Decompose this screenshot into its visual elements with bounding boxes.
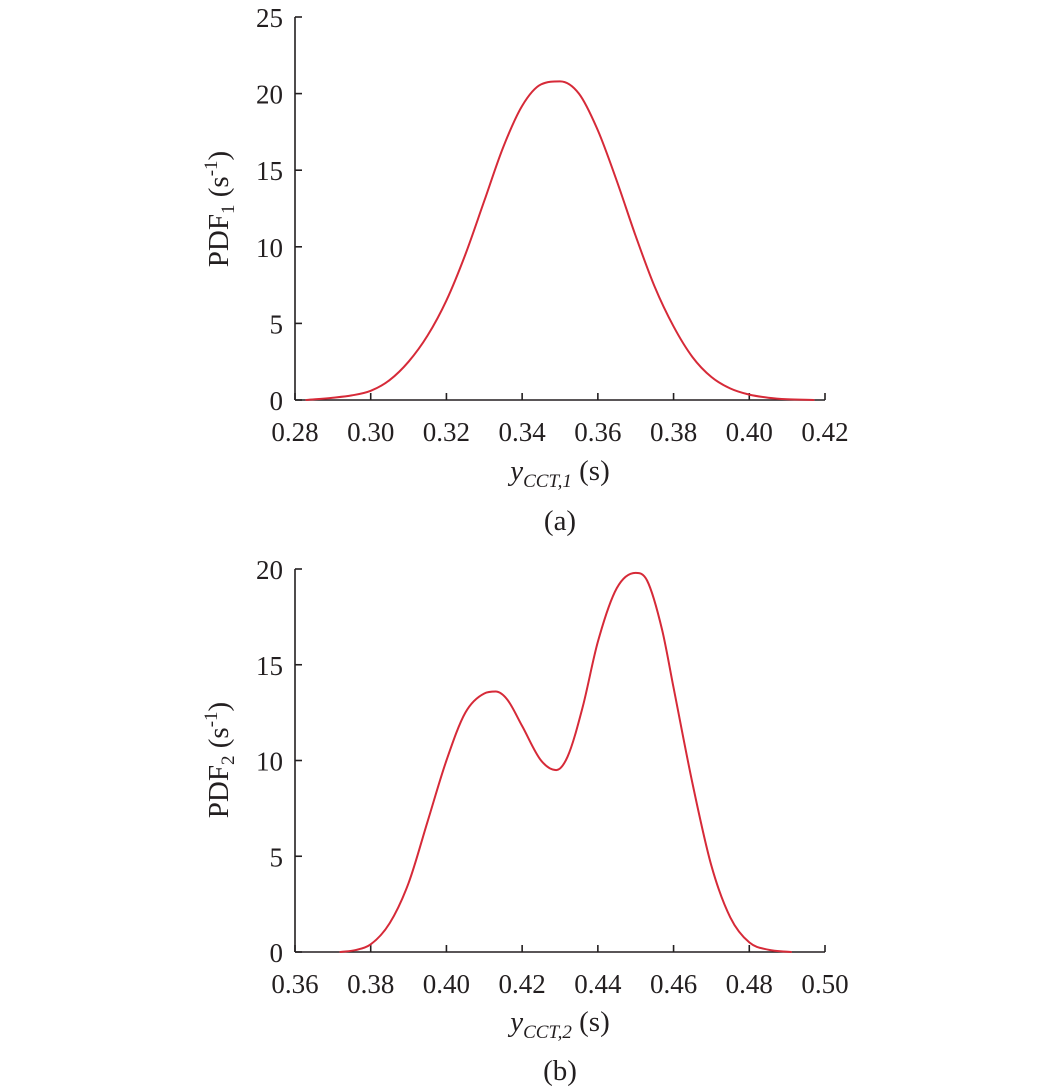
y-tick-label: 20 [256, 555, 283, 585]
x-tick-label: 0.30 [347, 417, 394, 447]
y-tick-label: 10 [256, 233, 283, 263]
x-tick-label: 0.40 [423, 969, 470, 999]
series-line [339, 571, 792, 953]
y-tick-label: 15 [256, 651, 283, 681]
y-tick-label: 0 [270, 386, 284, 416]
chart-panel-b: 0.36 0.38 0.40 0.42 0.44 0.46 0.48 0.50 0 5 10 15 20… [201, 555, 849, 1087]
y-tick-label: 5 [270, 309, 284, 339]
series-line [305, 80, 815, 401]
x-tick-label: 0.36 [271, 969, 318, 999]
y-tick-label: 20 [256, 80, 283, 110]
x-tick-label: 0.28 [271, 417, 318, 447]
x-tick-label: 0.38 [347, 969, 394, 999]
x-tick-label: 0.42 [499, 969, 546, 999]
x-tick-label: 0.32 [423, 417, 470, 447]
x-tick-label: 0.38 [650, 417, 697, 447]
x-tick-label: 0.48 [726, 969, 773, 999]
y-tick-label: 0 [270, 938, 284, 968]
y-tick-label: 25 [256, 3, 283, 33]
x-tick-label: 0.42 [801, 417, 848, 447]
y-axis-title: PDF2 (s-1) [201, 702, 239, 818]
x-tick-label: 0.36 [574, 417, 621, 447]
y-axis-title: PDF1 (s-1) [201, 151, 239, 267]
chart-panel-a: 0.28 0.30 0.32 0.34 0.36 0.38 0.40 0.42 0 5 10 15 20… [201, 3, 849, 537]
x-tick-label: 0.44 [574, 969, 622, 999]
x-tick-label: 0.40 [726, 417, 773, 447]
y-tick-label: 15 [256, 156, 283, 186]
tick-group: 0.36 0.38 0.40 0.42 0.44 0.46 0.48 0.50 0 5 10 15 20 [256, 555, 849, 999]
x-axis-title: yCCT,1 (s) [507, 455, 610, 492]
x-tick-label: 0.34 [499, 417, 547, 447]
x-axis-title: yCCT,2 (s) [507, 1006, 610, 1043]
x-tick-label: 0.50 [801, 969, 848, 999]
panel-caption: (b) [543, 1055, 577, 1087]
tick-group: 0.28 0.30 0.32 0.34 0.36 0.38 0.40 0.42 0 5 10 15 20… [256, 3, 849, 447]
y-tick-label: 10 [256, 747, 283, 777]
x-tick-label: 0.46 [650, 969, 697, 999]
y-tick-label: 5 [270, 842, 284, 872]
panel-caption: (a) [544, 505, 576, 537]
